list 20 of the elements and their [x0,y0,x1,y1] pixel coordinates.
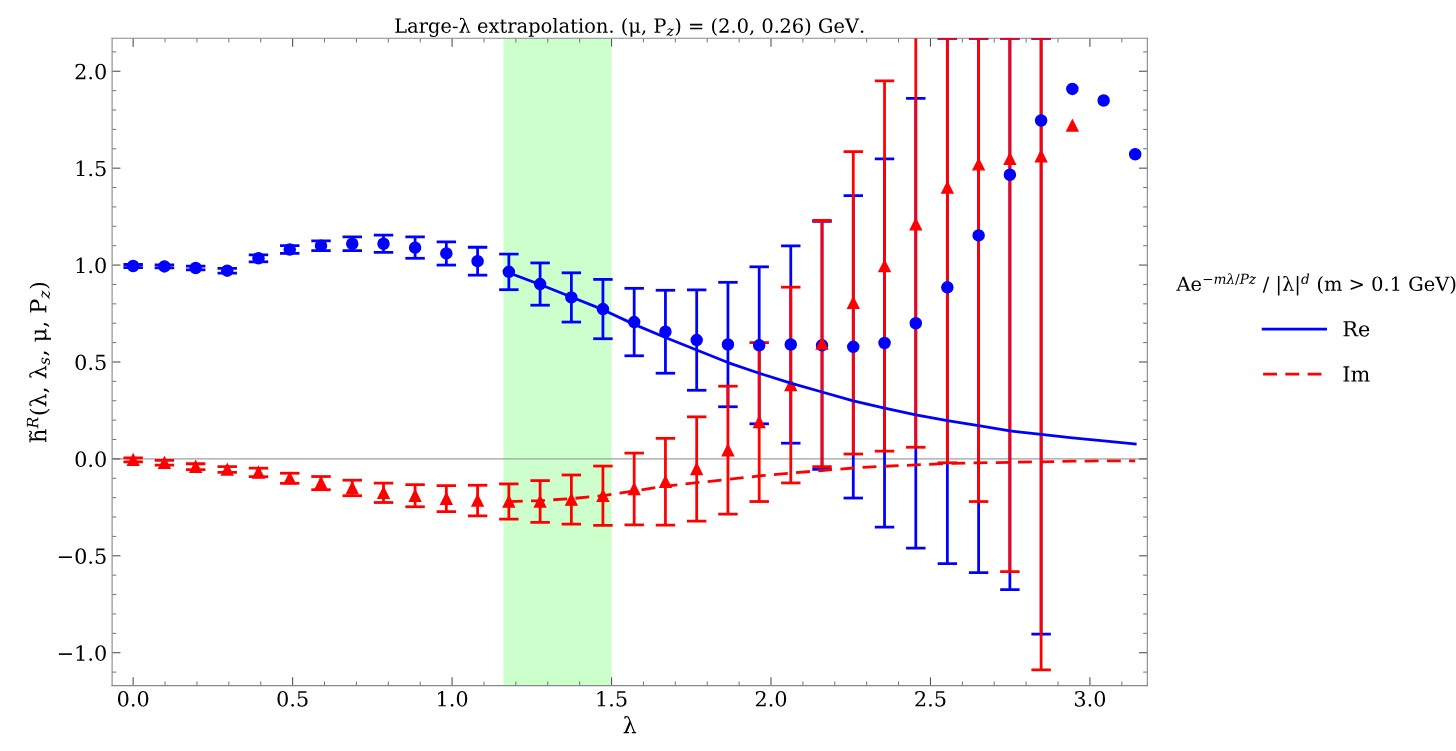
y-axis-title: h̃$^{R}$(λ, λ$_{s}$, μ, P$_{z}$) [26,282,51,443]
x-tick-label: 0.0 [117,690,149,707]
y-tick-label: 1.0 [76,257,106,274]
x-tick-label: 2.5 [915,690,946,707]
x-tick-label: 2.0 [755,690,787,707]
legend-title: Ae$^{−mλ/Pz}$ / |λ|$^{d}$ (m > 0.1 GeV) [1176,273,1456,296]
x-tick-label: 3.0 [1074,690,1106,707]
y-tick-label: −0.5 [58,548,106,565]
y-tick-label: −1.0 [58,645,106,661]
x-tick-label: 1.5 [597,690,627,707]
legend-label: Re [1343,321,1370,337]
x-axis-title: λ [623,716,637,734]
y-tick-label: 1.5 [76,160,106,177]
chart-title: Large-λ extrapolation. (μ, P$_{z}$) = (2.0, 0.26) GeV. [395,17,864,37]
y-tick-label: 0.5 [75,354,106,371]
y-tick-label: 0.0 [75,451,106,468]
x-tick-label: 1.0 [438,690,468,707]
legend-label: Im [1343,366,1370,382]
y-tick-label: 2.0 [75,63,106,80]
x-tick-label: 0.5 [277,690,308,707]
